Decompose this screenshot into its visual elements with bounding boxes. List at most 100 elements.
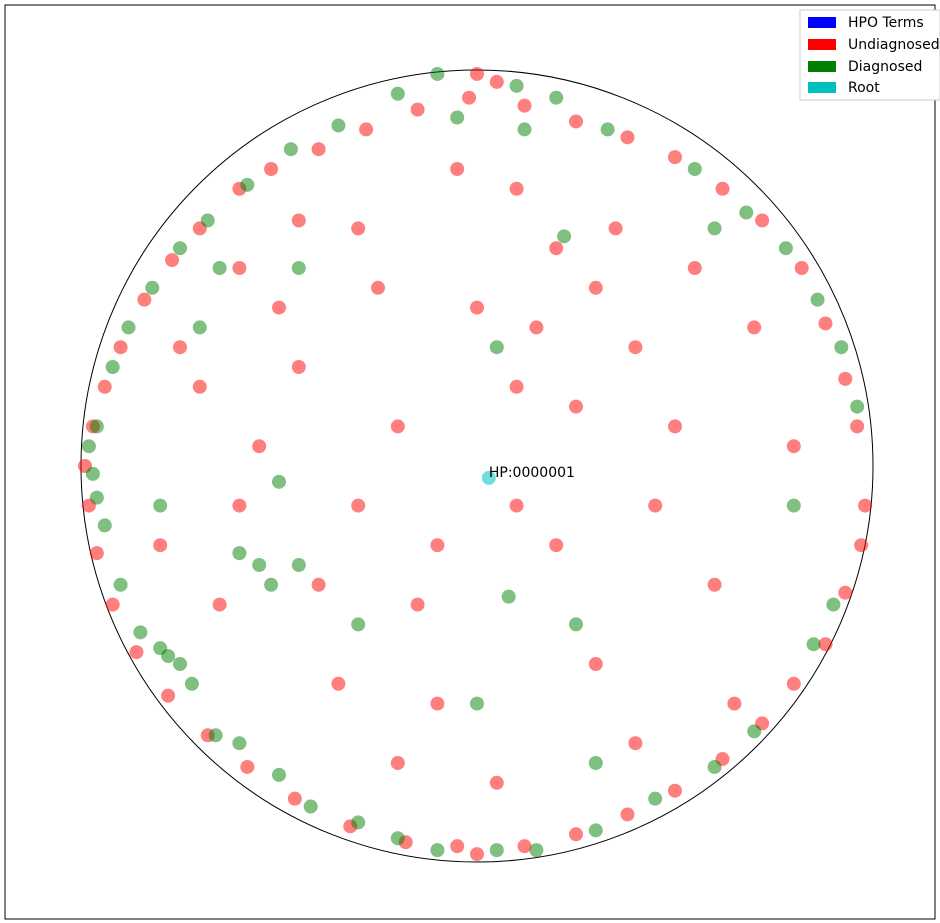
point-undiagnosed <box>620 807 635 822</box>
point-diagnosed <box>303 799 318 814</box>
point-diagnosed <box>272 474 286 489</box>
legend-swatch-root <box>808 82 836 93</box>
point-undiagnosed <box>838 371 853 386</box>
point-undiagnosed <box>264 162 279 176</box>
point-diagnosed <box>489 340 504 355</box>
point-undiagnosed <box>161 688 176 703</box>
point-undiagnosed <box>359 122 374 137</box>
point-undiagnosed <box>129 645 144 660</box>
legend-swatch-diagnosed <box>808 61 836 72</box>
point-undiagnosed <box>470 300 484 315</box>
legend-label-undiagnosed: Undiagnosed <box>848 37 940 53</box>
point-diagnosed <box>252 558 267 572</box>
point-diagnosed <box>707 221 722 236</box>
point-undiagnosed <box>390 419 405 434</box>
point-undiagnosed <box>232 498 247 513</box>
point-diagnosed <box>85 466 100 481</box>
point-diagnosed <box>430 843 445 858</box>
point-diagnosed <box>89 419 104 434</box>
point-diagnosed <box>97 518 112 533</box>
point-diagnosed <box>351 617 366 632</box>
point-undiagnosed <box>89 546 104 561</box>
point-undiagnosed <box>390 756 405 770</box>
point-undiagnosed <box>173 340 187 355</box>
point-undiagnosed <box>858 498 873 513</box>
point-undiagnosed <box>549 241 564 256</box>
legend-label-root: Root <box>848 80 880 96</box>
point-undiagnosed <box>687 261 702 275</box>
point-diagnosed <box>153 498 168 513</box>
point-diagnosed <box>549 90 564 105</box>
point-undiagnosed <box>371 280 385 295</box>
point-diagnosed <box>173 241 187 256</box>
point-diagnosed <box>390 831 405 846</box>
point-diagnosed <box>569 617 583 632</box>
legend: HPO Terms Undiagnosed Diagnosed Root <box>799 9 940 101</box>
point-diagnosed <box>351 815 366 830</box>
point-diagnosed <box>145 280 160 295</box>
point-undiagnosed <box>818 316 833 331</box>
point-undiagnosed <box>608 221 623 236</box>
point-diagnosed <box>509 78 524 93</box>
point-undiagnosed <box>854 538 869 553</box>
point-undiagnosed <box>331 676 346 691</box>
point-diagnosed <box>529 843 544 858</box>
point-diagnosed <box>184 676 199 691</box>
point-undiagnosed <box>620 130 635 145</box>
point-undiagnosed <box>838 585 853 600</box>
point-undiagnosed <box>648 498 663 513</box>
point-diagnosed <box>501 589 516 604</box>
series-undiagnosed <box>77 66 873 862</box>
point-undiagnosed <box>450 162 465 176</box>
point-diagnosed <box>331 118 346 133</box>
point-diagnosed <box>648 791 663 806</box>
point-undiagnosed <box>569 399 583 414</box>
point-diagnosed <box>291 261 306 275</box>
point-undiagnosed <box>517 98 532 113</box>
point-undiagnosed <box>818 637 833 652</box>
plot-frame <box>4 4 936 920</box>
point-diagnosed <box>588 756 603 770</box>
point-undiagnosed <box>588 280 603 295</box>
point-undiagnosed <box>588 657 603 671</box>
point-diagnosed <box>517 122 532 137</box>
point-diagnosed <box>588 823 603 838</box>
point-undiagnosed <box>410 597 425 612</box>
point-diagnosed <box>739 205 754 220</box>
point-undiagnosed <box>192 379 207 394</box>
point-undiagnosed <box>549 538 564 553</box>
point-undiagnosed <box>668 783 682 798</box>
point-undiagnosed <box>509 498 524 513</box>
point-undiagnosed <box>509 181 524 196</box>
point-diagnosed <box>557 229 572 244</box>
point-undiagnosed <box>755 213 770 228</box>
point-undiagnosed <box>786 439 801 454</box>
point-undiagnosed <box>311 577 326 592</box>
point-undiagnosed <box>252 439 267 454</box>
point-undiagnosed <box>668 150 682 165</box>
point-diagnosed <box>810 292 825 307</box>
point-undiagnosed <box>707 577 722 592</box>
point-undiagnosed <box>489 775 504 790</box>
point-diagnosed <box>272 767 286 782</box>
point-undiagnosed <box>462 90 477 105</box>
point-undiagnosed <box>450 839 465 854</box>
point-undiagnosed <box>291 360 306 374</box>
legend-swatch-hpo-terms <box>808 17 836 28</box>
point-undiagnosed <box>430 538 445 553</box>
point-diagnosed <box>113 577 128 592</box>
point-diagnosed <box>850 399 865 414</box>
point-diagnosed <box>390 86 405 101</box>
point-undiagnosed <box>137 292 152 307</box>
point-diagnosed <box>747 724 762 739</box>
point-undiagnosed <box>105 597 120 612</box>
point-diagnosed <box>283 142 298 157</box>
point-undiagnosed <box>569 114 583 129</box>
point-diagnosed <box>208 728 223 743</box>
point-undiagnosed <box>97 379 112 394</box>
point-diagnosed <box>192 320 207 335</box>
point-undiagnosed <box>410 102 425 117</box>
point-undiagnosed <box>529 320 544 335</box>
point-diagnosed <box>806 637 821 652</box>
